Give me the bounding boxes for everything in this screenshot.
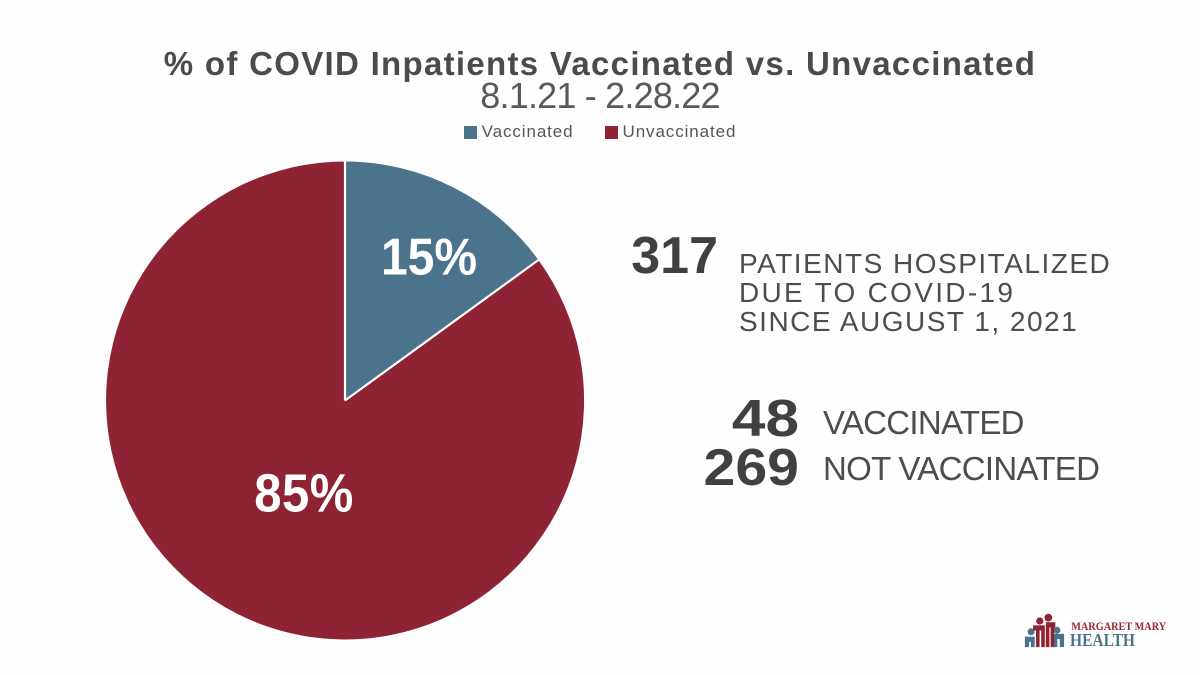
svg-text:HEALTH: HEALTH (1070, 630, 1135, 650)
svg-text:MARGARET MARY: MARGARET MARY (1071, 621, 1167, 633)
